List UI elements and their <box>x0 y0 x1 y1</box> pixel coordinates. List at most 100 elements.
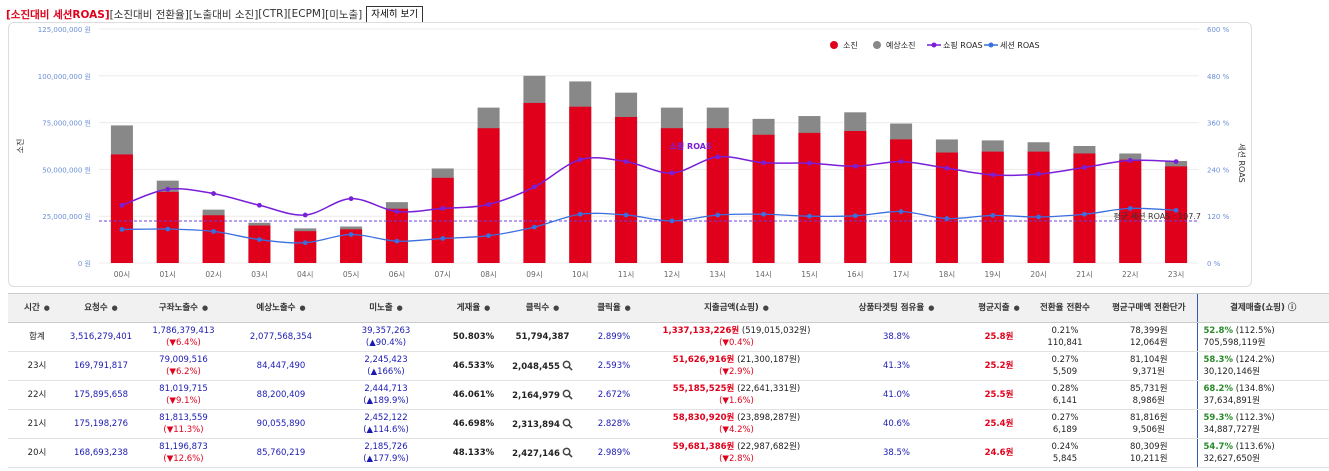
table-cell: 39,357,263 (▲90.4%) <box>331 322 441 352</box>
cell-conversion-count: 6,141 <box>1052 396 1078 406</box>
cell-ctr: 2.828% <box>597 419 631 429</box>
left-axis-tick-label: 75,000,000 원 <box>42 119 91 128</box>
table-cell: 0.21% 110,841 <box>1029 322 1101 352</box>
chart-panel: 0 원 25,000,000 원 50,000,000 원 75,000,000 원 1… <box>8 22 1252 287</box>
column-header[interactable]: 클릭율 ● <box>579 293 649 323</box>
table-cell: 54.7% (113.6%) 32,627,650원 <box>1196 438 1329 468</box>
tab-ctr[interactable]: [CTR] <box>258 8 288 20</box>
table-cell: 84,447,490 <box>231 351 331 381</box>
cell-payment-sub: (112.3%) <box>1233 413 1275 423</box>
table-cell: 25.5원 <box>969 380 1029 410</box>
column-header[interactable]: 결제매출(쇼핑) ⓘ <box>1196 293 1329 323</box>
column-header[interactable]: 구좌노출수 ● <box>136 293 231 323</box>
cell-clicks: 51,794,387 <box>515 332 570 342</box>
tab-non-impression[interactable]: [미노출] <box>325 8 363 21</box>
sort-icon[interactable]: ● <box>553 304 560 312</box>
bar-spend <box>660 128 683 263</box>
table-row[interactable]: 23시 169,791,817 79,009,516 (▼6.2%) 84,447,49… <box>8 351 1329 381</box>
cell-ctr: 2.989% <box>597 448 631 458</box>
shopping-roas-line <box>121 155 1177 216</box>
table-cell: 48.133% <box>441 438 506 468</box>
table-cell: 46.533% <box>441 351 506 381</box>
column-header[interactable]: 미노출 ● <box>331 293 441 323</box>
table-row[interactable]: 22시 175,895,658 81,019,715 (▼9.1%) 88,200,40… <box>8 380 1329 410</box>
cell-slot-delta: (▼6.2%) <box>166 367 201 377</box>
table-row[interactable]: 21시 175,198,276 81,813,559 (▼11.3%) 90,055,8… <box>8 409 1329 439</box>
shopping-roas-point <box>1082 165 1087 170</box>
tab-spend-vs-conversion[interactable]: [소진대비 전환율] <box>109 8 189 21</box>
column-header-label: 전환율 전환수 <box>1040 303 1090 313</box>
table-row[interactable]: 합계 3,516,279,401 1,786,379,413 (▼6.4%) 2,077… <box>8 322 1329 352</box>
column-header[interactable]: 요청수 ● <box>66 293 136 323</box>
cell-cost-per-conversion: 12,064원 <box>1129 338 1168 348</box>
column-header[interactable]: 상품타겟팅 점유율 ● <box>824 293 969 323</box>
shopping-roas-point <box>257 202 262 208</box>
x-axis-tick-label: 00시 <box>114 270 130 279</box>
search-icon[interactable] <box>562 360 573 371</box>
table-cell: 40.6% <box>824 409 969 439</box>
left-axis-tick-label: 100,000,000 원 <box>38 72 91 81</box>
table-cell: 55,185,525원 (22,641,331원) (▼1.6%) <box>649 380 824 410</box>
cell-non-impression-delta: (▲114.6%) <box>363 425 409 435</box>
sort-icon[interactable]: ● <box>484 304 491 312</box>
sort-icon[interactable]: ● <box>396 304 403 312</box>
shopping-roas-point <box>394 209 400 214</box>
cell-spend-delta: (▼1.6%) <box>719 396 754 406</box>
cell-average-spend: 25.2원 <box>984 361 1014 371</box>
tab-ecpm[interactable]: [ECPM] <box>287 8 326 20</box>
cell-slot-impressions: 81,813,559 <box>159 413 208 423</box>
sort-icon[interactable]: ● <box>624 304 631 312</box>
search-icon[interactable] <box>562 447 573 458</box>
cell-spend-delta: (▼0.4%) <box>719 338 754 348</box>
table-row[interactable]: 20시 168,693,238 81,196,873 (▼12.6%) 85,760,2… <box>8 438 1329 468</box>
cell-time: 20시 <box>27 448 47 458</box>
sort-icon[interactable]: ● <box>1013 304 1020 312</box>
table-cell: 20시 <box>8 438 66 468</box>
x-axis-tick-label: 22시 <box>1122 270 1138 279</box>
column-header[interactable]: 평균구매액 전환단가 <box>1101 293 1197 323</box>
cell-fill-rate: 46.061% <box>452 390 495 400</box>
session-roas-point <box>669 218 675 224</box>
column-header[interactable]: 클릭수 ● <box>506 293 579 323</box>
bar-spend <box>202 215 225 263</box>
table-cell: 2,427,146 <box>506 438 579 468</box>
column-header[interactable]: 시간 ● <box>8 293 66 323</box>
cell-time: 22시 <box>27 390 47 400</box>
column-header-label: 시간 <box>24 303 40 313</box>
cell-requests: 175,895,658 <box>73 390 129 400</box>
sort-icon[interactable]: ● <box>299 304 306 312</box>
shopping-roas-point <box>577 157 583 163</box>
view-detail-button[interactable]: 자세히 보기 <box>366 5 424 23</box>
cell-spend: 51,626,916원 <box>672 355 735 365</box>
table-cell: 2.828% <box>579 409 649 439</box>
sort-icon[interactable]: ● <box>43 304 50 312</box>
column-header-label: 클릭수 <box>525 303 550 313</box>
sort-icon[interactable]: ● <box>928 304 935 312</box>
search-icon[interactable] <box>562 389 573 400</box>
session-roas-point <box>1173 207 1179 213</box>
sort-icon[interactable]: ● <box>111 304 118 312</box>
column-header[interactable]: 평균지출 ● <box>969 293 1029 323</box>
bar-spend <box>615 116 638 263</box>
column-header[interactable]: 게재율 ● <box>441 293 506 323</box>
table-cell: 2,245,423 (▲166%) <box>331 351 441 381</box>
column-header[interactable]: 전환율 전환수 <box>1029 293 1101 323</box>
table-cell: 175,895,658 <box>66 380 136 410</box>
tab-spend-vs-session-roas[interactable]: [소진대비 세션ROAS] <box>6 8 110 21</box>
cell-payment-amount: 32,627,650원 <box>1203 454 1261 464</box>
column-header[interactable]: 지출금액(쇼핑) ● <box>649 293 824 323</box>
sort-icon[interactable]: ● <box>762 304 769 312</box>
bar-spend <box>110 154 133 263</box>
left-axis-tick-label: 0 원 <box>78 259 91 268</box>
tab-impression-vs-spend[interactable]: [노출대비 소진] <box>188 8 259 21</box>
cell-expected-impressions: 85,760,219 <box>256 448 306 458</box>
cell-non-impression-delta: (▲189.9%) <box>363 396 409 406</box>
cell-average-order-value: 78,399원 <box>1129 326 1168 336</box>
column-header[interactable]: 예상노출수 ● <box>231 293 331 323</box>
x-axis-tick-label: 17시 <box>893 270 909 279</box>
table-cell: 68.2% (134.8%) 37,634,891원 <box>1196 380 1329 410</box>
session-roas-point <box>348 232 354 237</box>
column-header-label: 결제매출(쇼핑) ⓘ <box>1230 303 1297 313</box>
search-icon[interactable] <box>562 418 573 429</box>
sort-icon[interactable]: ● <box>202 304 209 312</box>
